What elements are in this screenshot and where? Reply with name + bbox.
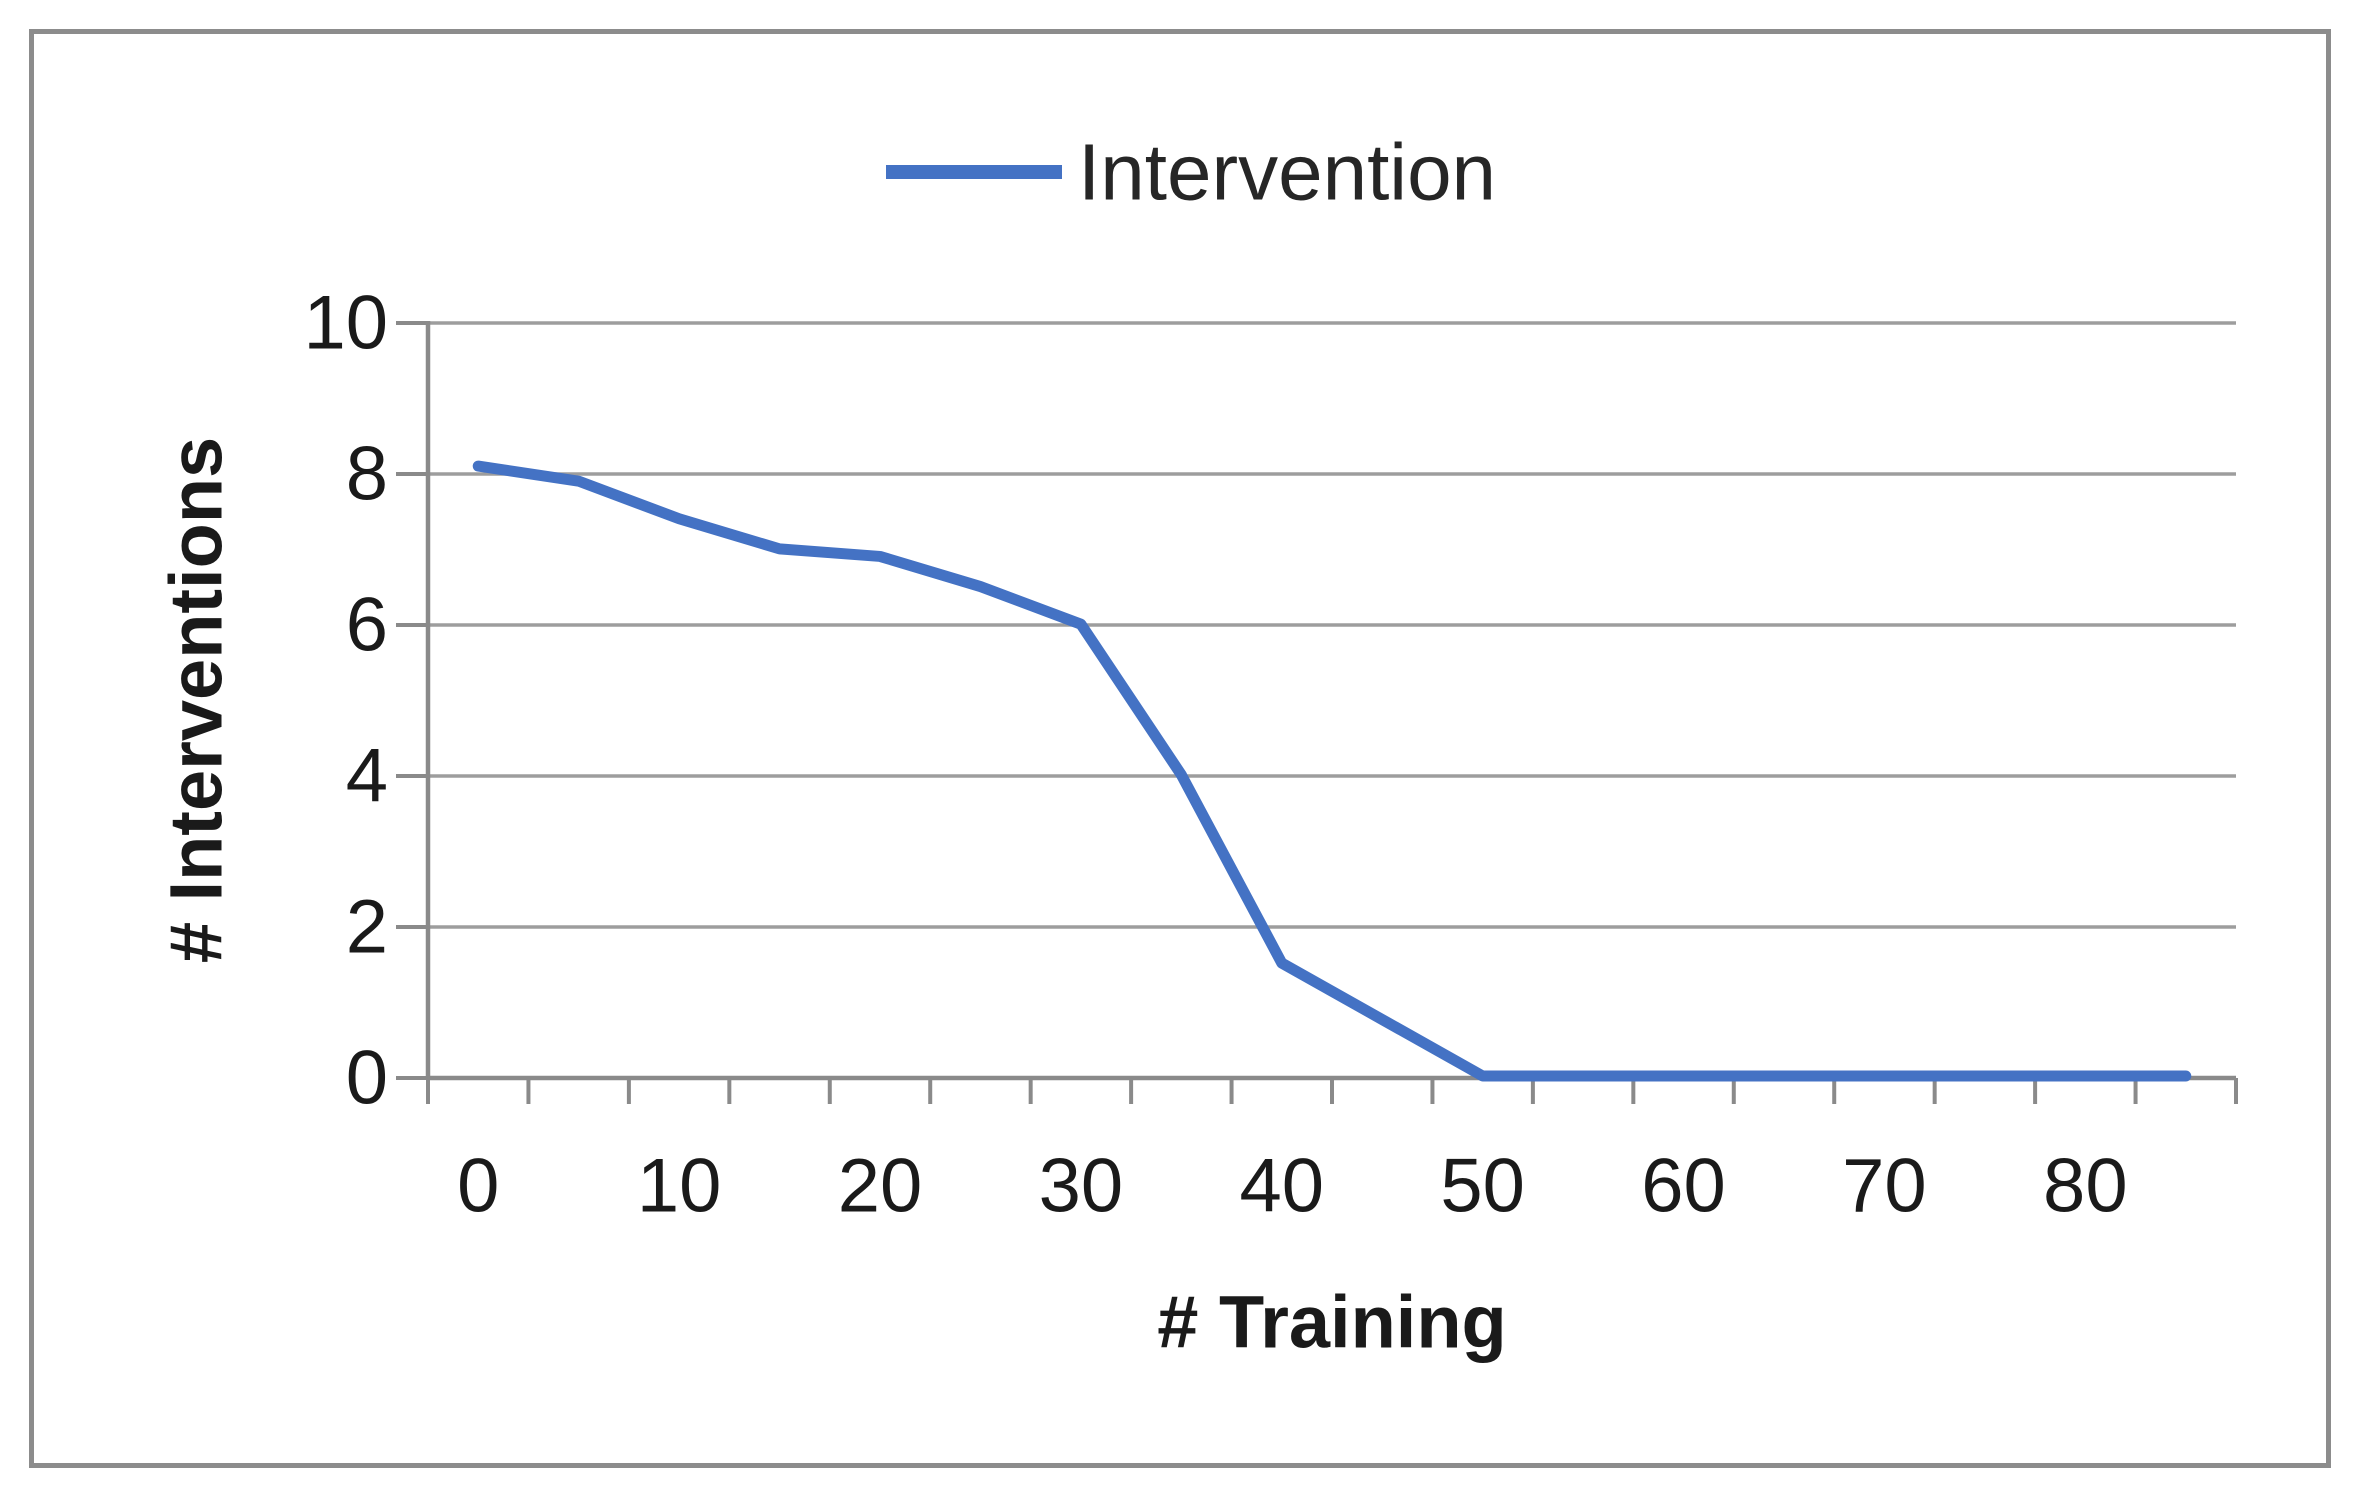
x-tick-label: 50 [1440,1144,1525,1229]
x-tick-label: 60 [1641,1144,1726,1229]
x-tick-label: 10 [637,1144,722,1229]
y-tick-label: 10 [303,281,388,366]
x-tick-label: 0 [457,1144,499,1229]
x-tick-label: 80 [2043,1144,2128,1229]
y-tick-label: 8 [346,432,388,517]
y-tick-label: 0 [346,1036,388,1121]
tick-labels: 0 2 4 6 8 10 0 10 20 30 40 50 60 70 80 [303,281,2127,1229]
x-tick-label: 20 [838,1144,923,1229]
intervention-line [472,460,2192,1082]
chart-border [29,29,2331,1468]
x-tick-label: 40 [1240,1144,1325,1229]
x-axis-title: # Training [1157,1281,1507,1364]
legend-label: Intervention [1078,128,1496,217]
y-tick-label: 2 [346,885,388,970]
y-tick-label: 4 [346,734,388,819]
data-series [472,460,2192,1082]
x-tick-label: 30 [1039,1144,1124,1229]
x-tick-label: 70 [1842,1144,1927,1229]
y-axis-title: # Interventions [155,437,238,963]
gridlines [428,321,2236,929]
y-tick-label: 6 [346,583,388,668]
legend: Intervention [886,128,1496,217]
axis-ticks [396,321,2238,1104]
